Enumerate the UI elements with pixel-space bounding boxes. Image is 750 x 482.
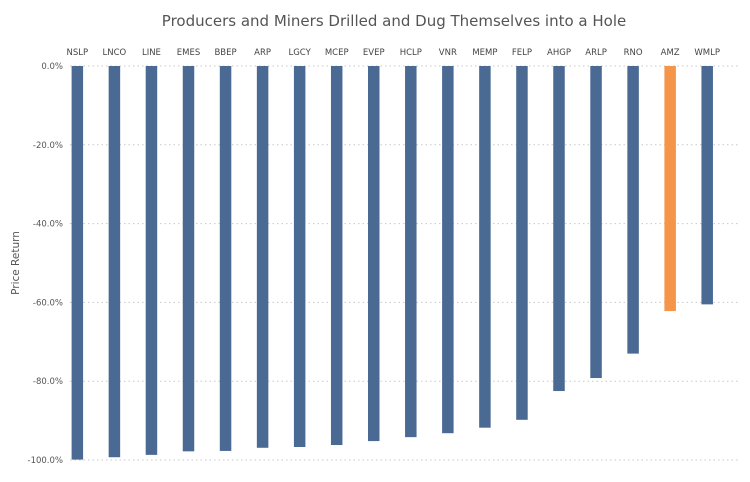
y-tick-label: -60.0%	[33, 298, 63, 308]
bar-line	[145, 66, 158, 455]
y-tick-label: -20.0%	[33, 141, 63, 151]
category-label-lgcy: LGCY	[288, 48, 311, 58]
x-axis-categories: NSLP LNCO LINE EMES BBEP ARP LGCY MCEP EVEP HCLP V…	[67, 48, 720, 58]
bar-wmlp	[701, 66, 713, 305]
category-label-arlp: ARLP	[585, 48, 607, 58]
category-label-bbep: BBEP	[214, 48, 236, 58]
gridlines	[70, 65, 740, 461]
bar-bbep	[219, 66, 232, 451]
category-label-evep: EVEP	[363, 48, 385, 58]
y-axis-ticks: 0.0% -20.0% -40.0% -60.0% -80.0% -100.0%	[28, 62, 63, 466]
bar-arlp	[590, 66, 602, 379]
category-label-ahgp: AHGP	[547, 48, 571, 58]
bar-mcep	[330, 66, 343, 446]
category-label-wmlp: WMLP	[694, 48, 720, 58]
bar-ahgp	[553, 66, 565, 392]
category-label-lnco: LNCO	[103, 48, 127, 58]
y-tick-label: -80.0%	[33, 377, 63, 387]
category-label-emes: EMES	[177, 48, 200, 58]
bar-memp	[479, 66, 491, 428]
bar-vnr	[442, 66, 454, 434]
bar-felp	[516, 66, 528, 420]
bar-amz	[664, 66, 676, 312]
bar-hclp	[405, 66, 417, 438]
y-tick-label: -100.0%	[28, 456, 63, 466]
y-axis-label: Price Return	[10, 231, 22, 295]
category-label-line: LINE	[142, 48, 161, 58]
category-label-mcep: MCEP	[325, 48, 349, 58]
bar-nslp	[71, 66, 84, 460]
y-tick-label: -40.0%	[33, 220, 63, 230]
bar-emes	[182, 66, 195, 452]
chart-title: Producers and Miners Drilled and Dug The…	[162, 12, 626, 30]
bar-evep	[368, 66, 380, 442]
category-label-rno: RNO	[624, 48, 643, 58]
category-label-arp: ARP	[254, 48, 271, 58]
bar-rno	[627, 66, 639, 354]
bars	[71, 66, 713, 460]
bar-lnco	[108, 66, 121, 458]
category-label-nslp: NSLP	[67, 48, 89, 58]
category-label-felp: FELP	[512, 48, 532, 58]
category-label-hclp: HCLP	[400, 48, 422, 58]
category-label-vnr: VNR	[439, 48, 457, 58]
category-label-memp: MEMP	[472, 48, 497, 58]
bar-lgcy	[293, 66, 306, 447]
bar-arp	[256, 66, 269, 448]
y-tick-label: 0.0%	[41, 62, 63, 72]
category-label-amz: AMZ	[661, 48, 680, 58]
